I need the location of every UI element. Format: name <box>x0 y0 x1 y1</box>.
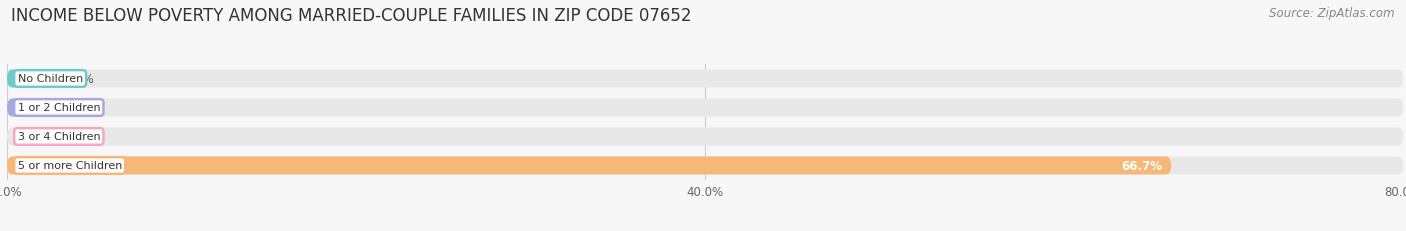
FancyBboxPatch shape <box>7 157 1171 175</box>
FancyBboxPatch shape <box>7 70 51 88</box>
Text: Source: ZipAtlas.com: Source: ZipAtlas.com <box>1270 7 1395 20</box>
Text: 2.5%: 2.5% <box>65 73 94 86</box>
Text: 3 or 4 Children: 3 or 4 Children <box>17 132 100 142</box>
FancyBboxPatch shape <box>7 70 1403 88</box>
Text: 66.7%: 66.7% <box>1122 159 1163 172</box>
Text: 5 or more Children: 5 or more Children <box>17 161 122 171</box>
Text: 0.78%: 0.78% <box>35 101 72 115</box>
FancyBboxPatch shape <box>7 128 1403 146</box>
Text: INCOME BELOW POVERTY AMONG MARRIED-COUPLE FAMILIES IN ZIP CODE 07652: INCOME BELOW POVERTY AMONG MARRIED-COUPL… <box>11 7 692 25</box>
FancyBboxPatch shape <box>7 99 1403 117</box>
Text: No Children: No Children <box>17 74 83 84</box>
FancyBboxPatch shape <box>7 157 1403 175</box>
Text: 0.0%: 0.0% <box>30 130 59 143</box>
FancyBboxPatch shape <box>7 99 21 117</box>
Text: 1 or 2 Children: 1 or 2 Children <box>17 103 100 113</box>
